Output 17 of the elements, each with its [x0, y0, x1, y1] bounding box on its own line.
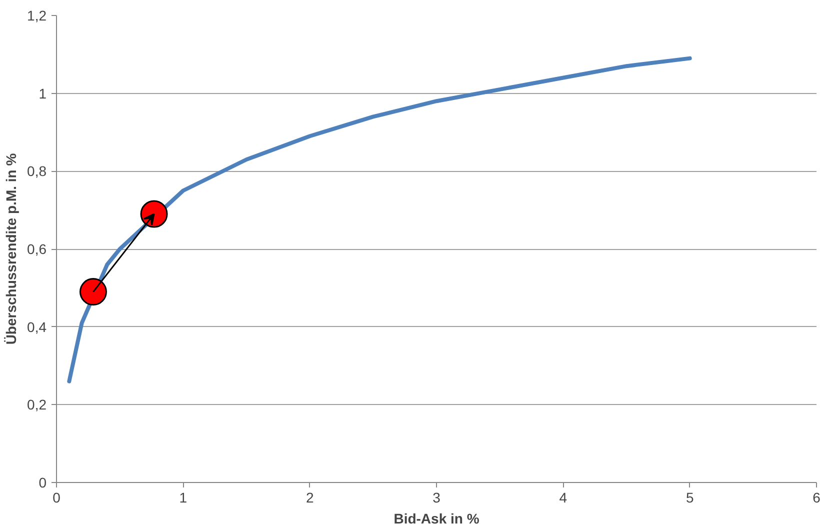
x-tick-label: 4: [559, 490, 568, 506]
y-tick-label: 0,2: [27, 396, 47, 413]
x-tick-label: 3: [432, 490, 441, 506]
x-tick-label: 5: [686, 490, 694, 506]
y-tick-label: 0,4: [27, 318, 47, 335]
x-axis-title: Bid-Ask in %: [394, 510, 480, 526]
y-tick-label: 0,6: [27, 241, 47, 257]
x-tick-label: 1: [179, 490, 188, 506]
line-series: [67, 56, 692, 384]
y-axis-title: Überschussrendite p.M. in %: [3, 152, 20, 345]
x-tick-label: 2: [306, 490, 314, 506]
y-tick-label: 0,8: [27, 163, 47, 180]
y-tick-label: 1,2: [27, 8, 47, 24]
x-tick-label: 0: [52, 490, 61, 506]
y-tick-label: 0: [38, 474, 47, 490]
x-tick-label: 6: [812, 490, 821, 506]
y-tick-label: 1: [38, 85, 47, 102]
